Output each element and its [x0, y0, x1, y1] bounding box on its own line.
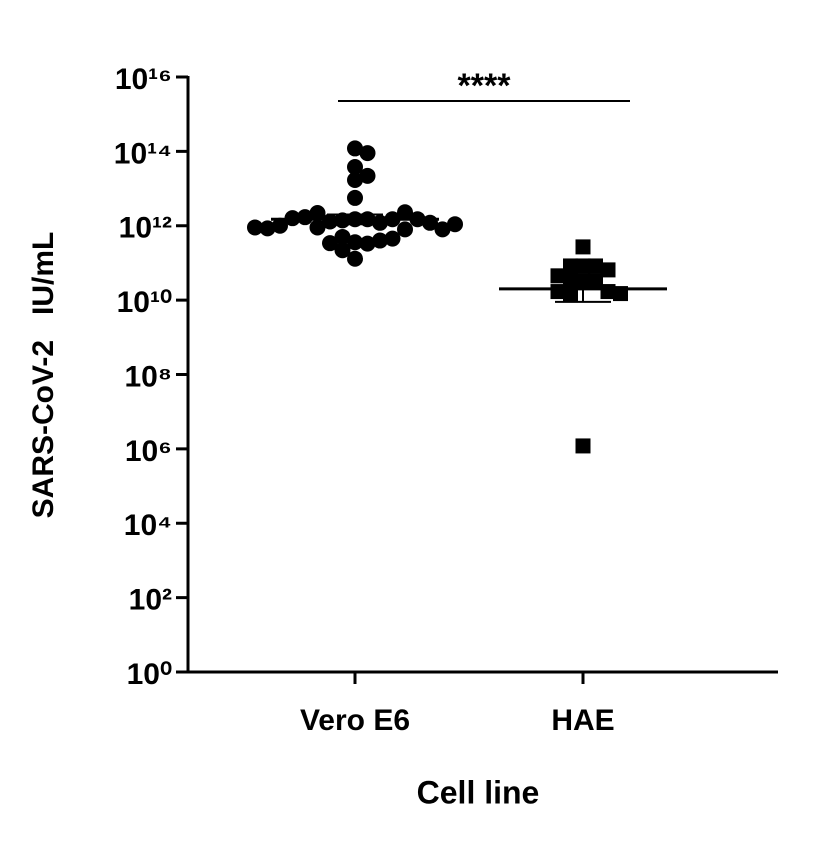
y-tick-label: 10⁴	[124, 509, 172, 542]
data-point	[272, 217, 288, 234]
data-point	[334, 242, 351, 259]
data-point	[384, 230, 401, 247]
data-point	[347, 189, 363, 206]
data-point	[347, 250, 363, 267]
data-point	[347, 234, 363, 251]
data-point	[359, 145, 376, 162]
y-tick-label: 10²	[129, 584, 172, 617]
y-tick-label: 10¹⁴	[114, 137, 172, 170]
data-point	[297, 209, 313, 226]
data-point	[359, 235, 376, 252]
x-tick-label: HAE	[551, 704, 614, 737]
data-point	[397, 204, 413, 221]
data-point	[347, 171, 363, 188]
y-tick-label: 10⁰	[127, 658, 172, 691]
data-point	[550, 268, 566, 284]
y-axis-label: SARS-CoV-2 IU/mL	[27, 232, 60, 519]
data-point	[372, 232, 388, 249]
data-point	[434, 221, 451, 238]
data-point	[347, 140, 363, 157]
data-point	[334, 228, 351, 245]
y-tick-label: 10¹²	[119, 212, 172, 245]
data-point	[575, 258, 591, 274]
y-tick-label: 10⁸	[124, 360, 172, 393]
data-point	[563, 258, 578, 274]
data-point	[347, 159, 363, 176]
data-point	[588, 258, 603, 274]
data-point	[359, 167, 376, 184]
data-point	[309, 219, 326, 236]
data-point	[563, 272, 578, 288]
data-point	[247, 219, 263, 236]
y-tick-label: 10¹⁰	[117, 286, 172, 319]
data-point	[575, 239, 591, 255]
data-point	[309, 205, 326, 222]
y-tick-label: 10¹⁶	[115, 63, 172, 96]
x-axis-label: Cell line	[417, 774, 540, 810]
data-point	[259, 220, 276, 237]
data-point	[575, 438, 591, 454]
y-tick-label: 10⁶	[125, 435, 172, 468]
data-point	[600, 262, 616, 278]
data-point	[447, 216, 463, 233]
data-point	[322, 235, 338, 252]
data-point	[397, 221, 413, 238]
x-tick-label: Vero E6	[300, 704, 410, 737]
data-point	[322, 213, 338, 230]
data-point	[588, 274, 603, 290]
significance-label: ****	[458, 67, 512, 105]
